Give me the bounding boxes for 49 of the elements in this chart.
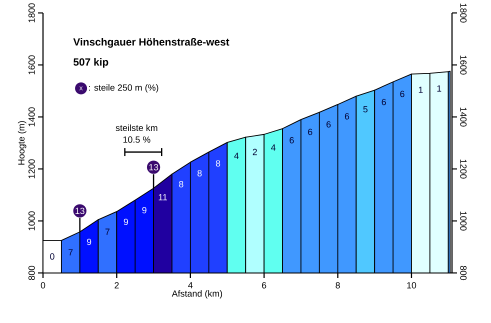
annotation: 7	[105, 228, 110, 235]
x-tick-label: 4	[188, 282, 193, 288]
annotation: 6	[400, 90, 404, 98]
x-tick-label: 2	[114, 282, 119, 288]
annotation: 10.5 %	[123, 136, 150, 143]
annotation: 4	[234, 152, 239, 159]
y-axis-title: Hoogte (m)	[18, 121, 26, 165]
annotation: 0	[50, 253, 54, 260]
annotation: 6	[382, 98, 386, 106]
y-tick-label: 1400	[28, 107, 35, 126]
annotation: 8	[179, 181, 184, 188]
annotation: 9	[142, 207, 146, 214]
annotation: 6	[326, 121, 331, 128]
annotation: 2	[252, 148, 257, 156]
y2-tick-label: 1000	[460, 212, 467, 231]
y-tick-label: 1600	[28, 55, 35, 74]
y2-tick-label: 1800	[460, 4, 467, 23]
annotation: 9	[124, 218, 128, 226]
annotation: 5	[363, 106, 368, 112]
y-tick-label: 800	[28, 266, 35, 280]
y2-tick-label: 1600	[460, 56, 467, 75]
annotation: 13	[76, 208, 84, 214]
text: 507 kip	[74, 58, 108, 68]
annotation: 1	[418, 86, 423, 93]
x-tick-label: 6	[262, 282, 266, 289]
y-tick-label: 1000	[28, 211, 35, 230]
annotation: 13	[149, 164, 158, 170]
x-tick-label: 10	[407, 282, 416, 289]
y2-tick-label: 1400	[460, 108, 467, 127]
text: Vinschgauer Höhenstraße-west	[73, 38, 230, 48]
annotation: 6	[308, 128, 312, 136]
y2-tick-label: 1200	[460, 160, 467, 179]
x-tick-label: 8	[336, 282, 340, 289]
annotation: 4	[271, 144, 276, 151]
annotation: 1	[437, 85, 442, 92]
annotation: 7	[68, 249, 73, 256]
annotation: 8	[198, 170, 202, 176]
x-axis-title: Afstand (km)	[172, 290, 222, 299]
annotation: 8	[216, 160, 220, 167]
annotation: 6	[290, 137, 294, 144]
annotation: : steile 250 m (%)	[89, 84, 158, 93]
y2-tick-label: 800	[460, 266, 467, 280]
annotation: steilste km	[116, 124, 158, 132]
annotation: 9	[86, 238, 92, 246]
annotation: 11	[158, 194, 167, 200]
y-tick-label: 1200	[28, 159, 35, 178]
x-tick-label: 0	[40, 282, 46, 289]
y-tick-label: 1800	[28, 3, 35, 22]
annotation: 6	[344, 113, 350, 120]
